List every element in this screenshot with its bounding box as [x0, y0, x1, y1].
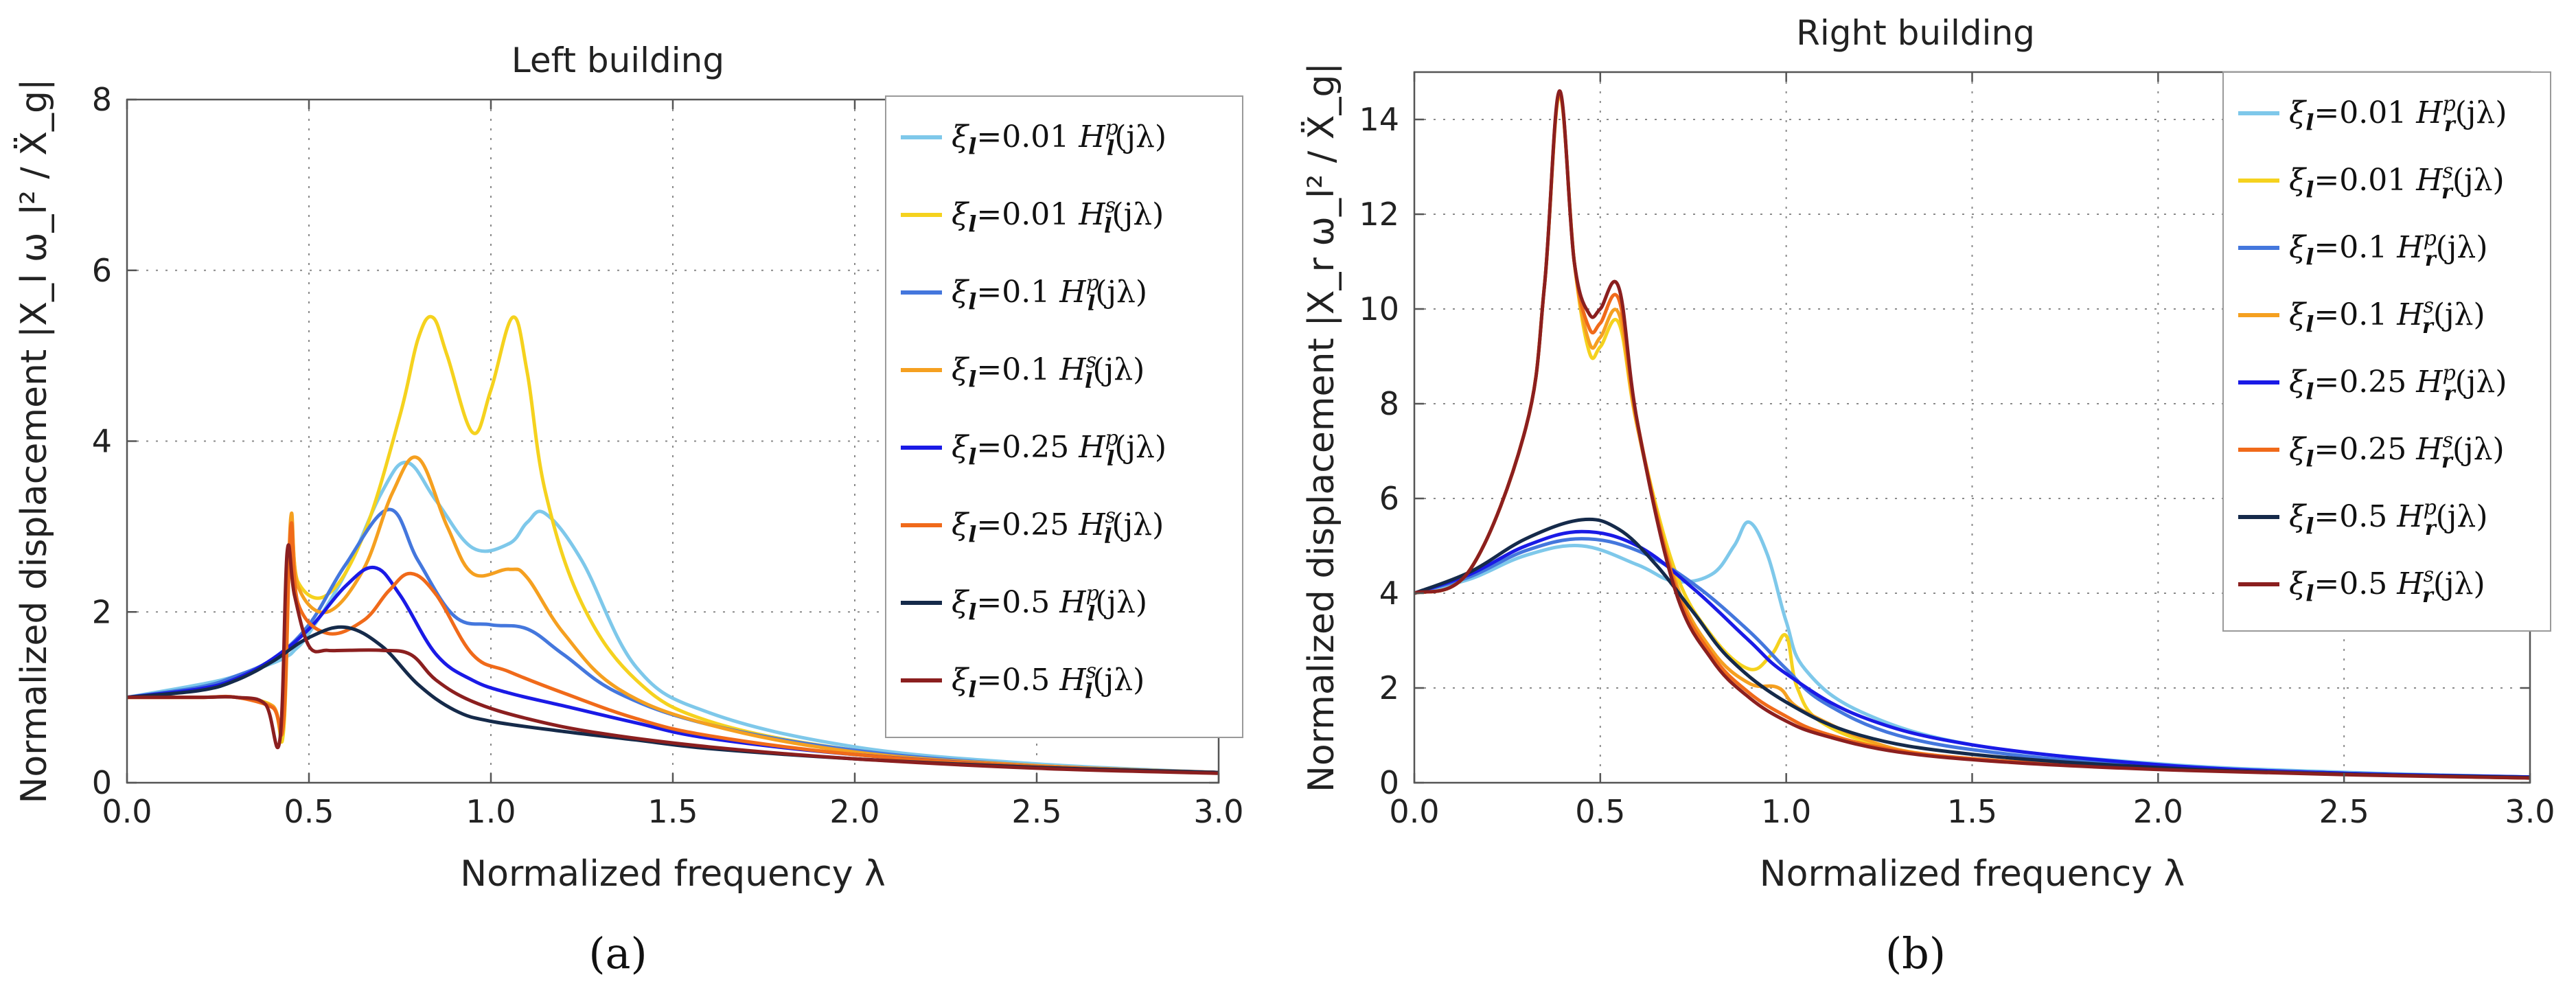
- legend-label-l-0-25-h-l-s-j: ξl=0.25 Hs l(jλ): [952, 504, 1164, 549]
- y-tick-label: 8: [1379, 385, 1399, 422]
- y-tick-label: 0: [92, 764, 112, 801]
- panel-label-a: (a): [588, 928, 647, 978]
- x-axis-label: Normalized frequency λ: [1760, 853, 2185, 895]
- y-tick-label: 0: [1379, 764, 1399, 801]
- legend-label-l-0-01-h-l-s-j: ξl=0.01 Hs l(jλ): [952, 194, 1164, 238]
- x-tick-label: 0.0: [102, 793, 152, 830]
- x-tick-label: 2.5: [1011, 793, 1061, 830]
- x-axis-label: Normalized frequency λ: [460, 853, 886, 895]
- legend-label-l-0-5-h-r-p-j: ξl=0.5 Hp r(jλ): [2289, 496, 2488, 540]
- x-tick-label: 3.0: [2505, 793, 2555, 830]
- x-tick-label: 1.5: [1947, 793, 1997, 830]
- x-tick-label: 0.5: [284, 793, 334, 830]
- legend-label-l-0-5-h-r-s-j: ξl=0.5 Hs r(jλ): [2289, 563, 2485, 608]
- y-tick-label: 8: [92, 81, 112, 118]
- x-tick-label: 2.0: [829, 793, 879, 830]
- legend: ξl=0.01 Hp r(jλ) ξl=0.01 Hs r(jλ) ξl=0.1 Hp r…: [2222, 71, 2551, 632]
- x-tick-label: 0.0: [1389, 793, 1439, 830]
- chart-title: Left building: [511, 41, 724, 80]
- y-tick-label: 4: [92, 423, 112, 460]
- x-tick-label: 1.0: [1761, 793, 1811, 830]
- legend-label-l-0-1-h-r-s-j: ξl=0.1 Hs r(jλ): [2289, 294, 2485, 338]
- legend-label-l-0-1-h-l-p-j: ξl=0.1 Hp l(jλ): [952, 271, 1147, 316]
- legend-box: [2222, 71, 2551, 632]
- y-axis-label: Normalized displacement |X_l ω_l² / Ẍ_g|: [13, 78, 55, 803]
- legend-label-l-0-25-h-l-p-j: ξl=0.25 Hp l(jλ): [952, 426, 1166, 471]
- y-tick-label: 2: [1379, 669, 1399, 707]
- series-group: [1414, 89, 2530, 780]
- y-tick-label: 4: [1379, 575, 1399, 612]
- x-tick-label: 2.0: [2133, 793, 2183, 830]
- y-tick-label: 10: [1359, 290, 1399, 328]
- legend-label-l-0-5-h-l-p-j: ξl=0.5 Hp l(jλ): [952, 582, 1147, 626]
- chart-title: Right building: [1796, 13, 2035, 53]
- y-tick-label: 14: [1359, 101, 1399, 138]
- legend-label-l-0-25-h-r-s-j: ξl=0.25 Hs r(jλ): [2289, 428, 2505, 473]
- x-tick-label: 1.5: [647, 793, 698, 830]
- legend-label-l-0-01-h-r-p-j: ξl=0.01 Hp r(jλ): [2289, 92, 2507, 137]
- legend-label-l-0-1-h-r-p-j: ξl=0.1 Hp r(jλ): [2289, 227, 2488, 271]
- y-tick-label: 2: [92, 593, 112, 630]
- legend-label-l-0-25-h-r-p-j: ξl=0.25 Hp r(jλ): [2289, 361, 2507, 406]
- panel-label-b: (b): [1885, 928, 1946, 978]
- x-tick-label: 1.0: [465, 793, 516, 830]
- legend-box: [885, 95, 1243, 738]
- x-tick-label: 2.5: [2319, 793, 2369, 830]
- y-tick-label: 6: [92, 252, 112, 289]
- y-tick-label: 6: [1379, 480, 1399, 517]
- legend-label-l-0-01-h-l-p-j: ξl=0.01 Hp l(jλ): [952, 116, 1166, 161]
- series-group: [127, 314, 1219, 775]
- legend: ξl=0.01 Hp l(jλ) ξl=0.01 Hs l(jλ) ξl=0.1 Hp l…: [885, 95, 1243, 738]
- x-tick-label: 3.0: [1193, 793, 1243, 830]
- legend-label-l-0-01-h-r-s-j: ξl=0.01 Hs r(jλ): [2289, 159, 2505, 204]
- x-tick-label: 0.5: [1575, 793, 1625, 830]
- legend-label-l-0-5-h-l-s-j: ξl=0.5 Hs l(jλ): [952, 659, 1145, 704]
- legend-label-l-0-1-h-l-s-j: ξl=0.1 Hs l(jλ): [952, 349, 1145, 393]
- y-axis-label: Normalized displacement |X_r ω_l² / Ẍ_g|: [1300, 62, 1342, 792]
- panel-right-building: Right building 0.0 0.5 1.0 1.5 2.0 2.5 3.0 0 2 4 6 8…: [1300, 13, 2555, 895]
- y-tick-label: 12: [1359, 196, 1399, 233]
- series-line-l-0-5-h-l-s-j: [127, 543, 1219, 775]
- series-line-l-0-5-h-r-s-j: [1414, 89, 2530, 780]
